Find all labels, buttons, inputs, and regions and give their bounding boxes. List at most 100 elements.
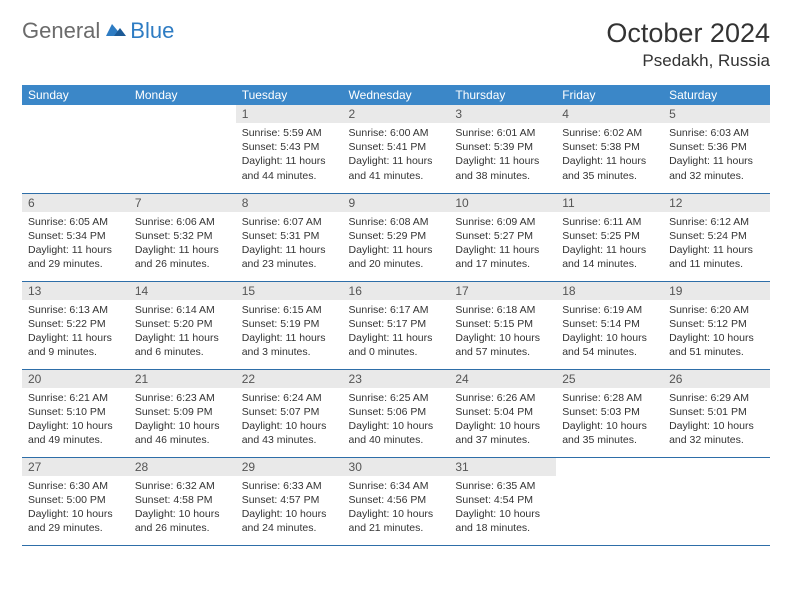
weekday-header: Saturday xyxy=(663,85,770,105)
daylight-text: Daylight: 11 hours and 11 minutes. xyxy=(669,243,764,271)
day-details: Sunrise: 6:01 AMSunset: 5:39 PMDaylight:… xyxy=(449,123,556,186)
day-number: 1 xyxy=(236,105,343,123)
calendar-day-cell: 25Sunrise: 6:28 AMSunset: 5:03 PMDayligh… xyxy=(556,369,663,457)
calendar-week-row: 20Sunrise: 6:21 AMSunset: 5:10 PMDayligh… xyxy=(22,369,770,457)
weekday-header: Tuesday xyxy=(236,85,343,105)
calendar-day-cell: 20Sunrise: 6:21 AMSunset: 5:10 PMDayligh… xyxy=(22,369,129,457)
sunrise-text: Sunrise: 6:26 AM xyxy=(455,391,550,405)
sunset-text: Sunset: 5:25 PM xyxy=(562,229,657,243)
sunset-text: Sunset: 5:06 PM xyxy=(349,405,444,419)
calendar-day-cell: 26Sunrise: 6:29 AMSunset: 5:01 PMDayligh… xyxy=(663,369,770,457)
sunset-text: Sunset: 5:12 PM xyxy=(669,317,764,331)
calendar-day-cell: 17Sunrise: 6:18 AMSunset: 5:15 PMDayligh… xyxy=(449,281,556,369)
calendar-day-cell: 3Sunrise: 6:01 AMSunset: 5:39 PMDaylight… xyxy=(449,105,556,193)
sunrise-text: Sunrise: 6:03 AM xyxy=(669,126,764,140)
sunset-text: Sunset: 5:24 PM xyxy=(669,229,764,243)
day-details: Sunrise: 6:28 AMSunset: 5:03 PMDaylight:… xyxy=(556,388,663,451)
sunset-text: Sunset: 5:19 PM xyxy=(242,317,337,331)
calendar-day-cell: 29Sunrise: 6:33 AMSunset: 4:57 PMDayligh… xyxy=(236,457,343,545)
day-details: Sunrise: 6:21 AMSunset: 5:10 PMDaylight:… xyxy=(22,388,129,451)
day-number: 20 xyxy=(22,370,129,388)
day-details: Sunrise: 6:07 AMSunset: 5:31 PMDaylight:… xyxy=(236,212,343,275)
sunrise-text: Sunrise: 6:33 AM xyxy=(242,479,337,493)
sunset-text: Sunset: 5:20 PM xyxy=(135,317,230,331)
sunrise-text: Sunrise: 6:05 AM xyxy=(28,215,123,229)
sunset-text: Sunset: 5:17 PM xyxy=(349,317,444,331)
day-number: 14 xyxy=(129,282,236,300)
day-details: Sunrise: 5:59 AMSunset: 5:43 PMDaylight:… xyxy=(236,123,343,186)
daylight-text: Daylight: 10 hours and 43 minutes. xyxy=(242,419,337,447)
calendar-table: SundayMondayTuesdayWednesdayThursdayFrid… xyxy=(22,85,770,546)
day-details: Sunrise: 6:25 AMSunset: 5:06 PMDaylight:… xyxy=(343,388,450,451)
day-details: Sunrise: 6:11 AMSunset: 5:25 PMDaylight:… xyxy=(556,212,663,275)
calendar-day-cell: .. xyxy=(663,457,770,545)
calendar-day-cell: 19Sunrise: 6:20 AMSunset: 5:12 PMDayligh… xyxy=(663,281,770,369)
day-number: 15 xyxy=(236,282,343,300)
day-number: 25 xyxy=(556,370,663,388)
calendar-day-cell: 9Sunrise: 6:08 AMSunset: 5:29 PMDaylight… xyxy=(343,193,450,281)
weekday-header: Friday xyxy=(556,85,663,105)
brand-logo: General Blue xyxy=(22,18,174,44)
daylight-text: Daylight: 10 hours and 54 minutes. xyxy=(562,331,657,359)
day-number: 16 xyxy=(343,282,450,300)
sunset-text: Sunset: 4:54 PM xyxy=(455,493,550,507)
day-details: Sunrise: 6:06 AMSunset: 5:32 PMDaylight:… xyxy=(129,212,236,275)
sunset-text: Sunset: 5:29 PM xyxy=(349,229,444,243)
sunrise-text: Sunrise: 6:19 AM xyxy=(562,303,657,317)
day-number: 31 xyxy=(449,458,556,476)
sunrise-text: Sunrise: 6:11 AM xyxy=(562,215,657,229)
sunrise-text: Sunrise: 6:07 AM xyxy=(242,215,337,229)
daylight-text: Daylight: 10 hours and 18 minutes. xyxy=(455,507,550,535)
daylight-text: Daylight: 10 hours and 37 minutes. xyxy=(455,419,550,447)
calendar-day-cell: 24Sunrise: 6:26 AMSunset: 5:04 PMDayligh… xyxy=(449,369,556,457)
day-details: Sunrise: 6:02 AMSunset: 5:38 PMDaylight:… xyxy=(556,123,663,186)
day-details: Sunrise: 6:03 AMSunset: 5:36 PMDaylight:… xyxy=(663,123,770,186)
sunrise-text: Sunrise: 6:02 AM xyxy=(562,126,657,140)
sunrise-text: Sunrise: 6:17 AM xyxy=(349,303,444,317)
daylight-text: Daylight: 10 hours and 51 minutes. xyxy=(669,331,764,359)
daylight-text: Daylight: 11 hours and 0 minutes. xyxy=(349,331,444,359)
day-details: Sunrise: 6:19 AMSunset: 5:14 PMDaylight:… xyxy=(556,300,663,363)
calendar-day-cell: 18Sunrise: 6:19 AMSunset: 5:14 PMDayligh… xyxy=(556,281,663,369)
sunrise-text: Sunrise: 6:13 AM xyxy=(28,303,123,317)
sunset-text: Sunset: 4:56 PM xyxy=(349,493,444,507)
sunrise-text: Sunrise: 6:01 AM xyxy=(455,126,550,140)
sunset-text: Sunset: 5:39 PM xyxy=(455,140,550,154)
calendar-day-cell: 23Sunrise: 6:25 AMSunset: 5:06 PMDayligh… xyxy=(343,369,450,457)
sunset-text: Sunset: 5:10 PM xyxy=(28,405,123,419)
day-details: Sunrise: 6:05 AMSunset: 5:34 PMDaylight:… xyxy=(22,212,129,275)
day-details: Sunrise: 6:15 AMSunset: 5:19 PMDaylight:… xyxy=(236,300,343,363)
day-number: 12 xyxy=(663,194,770,212)
weekday-header: Monday xyxy=(129,85,236,105)
sunrise-text: Sunrise: 6:30 AM xyxy=(28,479,123,493)
day-number: 9 xyxy=(343,194,450,212)
daylight-text: Daylight: 11 hours and 6 minutes. xyxy=(135,331,230,359)
sunset-text: Sunset: 5:34 PM xyxy=(28,229,123,243)
sunset-text: Sunset: 5:15 PM xyxy=(455,317,550,331)
day-details: Sunrise: 6:08 AMSunset: 5:29 PMDaylight:… xyxy=(343,212,450,275)
sunset-text: Sunset: 5:14 PM xyxy=(562,317,657,331)
daylight-text: Daylight: 10 hours and 32 minutes. xyxy=(669,419,764,447)
day-number: 23 xyxy=(343,370,450,388)
sunrise-text: Sunrise: 6:18 AM xyxy=(455,303,550,317)
page-header: General Blue October 2024 Psedakh, Russi… xyxy=(22,18,770,71)
sunset-text: Sunset: 5:38 PM xyxy=(562,140,657,154)
calendar-day-cell: 15Sunrise: 6:15 AMSunset: 5:19 PMDayligh… xyxy=(236,281,343,369)
day-details: Sunrise: 6:00 AMSunset: 5:41 PMDaylight:… xyxy=(343,123,450,186)
sunset-text: Sunset: 5:03 PM xyxy=(562,405,657,419)
header-right: October 2024 Psedakh, Russia xyxy=(606,18,770,71)
calendar-body: ....1Sunrise: 5:59 AMSunset: 5:43 PMDayl… xyxy=(22,105,770,545)
sunrise-text: Sunrise: 5:59 AM xyxy=(242,126,337,140)
sunset-text: Sunset: 5:04 PM xyxy=(455,405,550,419)
calendar-week-row: 13Sunrise: 6:13 AMSunset: 5:22 PMDayligh… xyxy=(22,281,770,369)
sunrise-text: Sunrise: 6:23 AM xyxy=(135,391,230,405)
day-details: Sunrise: 6:14 AMSunset: 5:20 PMDaylight:… xyxy=(129,300,236,363)
sunset-text: Sunset: 5:31 PM xyxy=(242,229,337,243)
day-number: 7 xyxy=(129,194,236,212)
calendar-week-row: ....1Sunrise: 5:59 AMSunset: 5:43 PMDayl… xyxy=(22,105,770,193)
calendar-day-cell: 6Sunrise: 6:05 AMSunset: 5:34 PMDaylight… xyxy=(22,193,129,281)
calendar-day-cell: 1Sunrise: 5:59 AMSunset: 5:43 PMDaylight… xyxy=(236,105,343,193)
daylight-text: Daylight: 11 hours and 9 minutes. xyxy=(28,331,123,359)
sunrise-text: Sunrise: 6:35 AM xyxy=(455,479,550,493)
day-details: Sunrise: 6:34 AMSunset: 4:56 PMDaylight:… xyxy=(343,476,450,539)
